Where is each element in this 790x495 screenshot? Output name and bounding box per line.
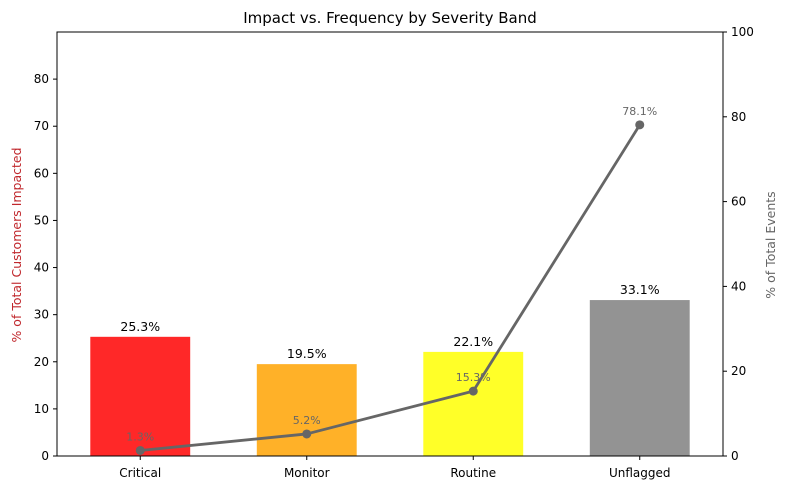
left-tick-label: 10 [34, 402, 49, 416]
events-point [302, 429, 312, 439]
events-line [140, 124, 641, 452]
right-tick-label: 100 [731, 25, 754, 39]
bar-value-label: 22.1% [453, 334, 493, 349]
left-tick-label: 80 [34, 72, 49, 86]
line-series: 1.3% 5.2% 15.3% 78.1% [126, 105, 657, 455]
plot-frame [56, 31, 724, 457]
left-tick-label: 30 [34, 308, 49, 322]
left-tick-label: 50 [34, 213, 49, 227]
bar-critical [90, 336, 191, 456]
events-value-label: 5.2% [293, 414, 321, 427]
bar-value-label: 25.3% [120, 319, 160, 334]
events-point [635, 120, 645, 130]
right-tick-label: 60 [731, 195, 746, 209]
events-point [468, 386, 478, 396]
bar-series: 25.3% 19.5% 22.1% 33.1% [90, 282, 690, 456]
bar-routine [423, 351, 524, 456]
left-tick-label: 70 [34, 119, 49, 133]
chart-title: Impact vs. Frequency by Severity Band [243, 9, 537, 27]
x-tick-label: Routine [450, 466, 496, 480]
bar-value-label: 19.5% [287, 346, 327, 361]
events-value-label: 15.3% [456, 371, 491, 384]
left-tick-label: 40 [34, 261, 49, 275]
bar-unflagged [589, 300, 690, 456]
right-tick-label: 40 [731, 279, 746, 293]
right-tick-label: 20 [731, 364, 746, 378]
x-tick-label: Unflagged [609, 466, 671, 480]
right-tick-label: 0 [731, 449, 739, 463]
left-axis-title: % of Total Customers Impacted [9, 147, 24, 342]
x-tick-label: Critical [119, 466, 161, 480]
right-axis-title: % of Total Events [763, 191, 778, 298]
bar-value-label: 33.1% [620, 282, 660, 297]
right-tick-label: 80 [731, 110, 746, 124]
x-tick-label: Monitor [284, 466, 330, 480]
left-tick-label: 20 [34, 355, 49, 369]
bar-monitor [256, 364, 357, 456]
events-value-label: 78.1% [622, 105, 657, 118]
axes: 0 10 20 30 40 50 60 70 80 0 20 40 60 80 100 Critical Mon… [34, 25, 754, 480]
left-tick-label: 0 [41, 449, 49, 463]
events-point [135, 445, 145, 455]
left-tick-label: 60 [34, 166, 49, 180]
events-value-label: 1.3% [126, 430, 154, 443]
